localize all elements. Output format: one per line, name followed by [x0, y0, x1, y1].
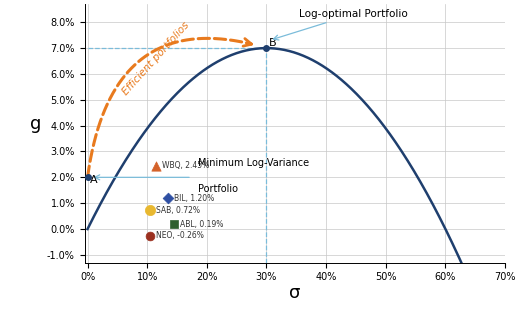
Point	[170, 222, 178, 227]
Point	[152, 163, 160, 168]
Text: B: B	[269, 38, 277, 48]
Text: NEO, -0.26%: NEO, -0.26%	[156, 231, 204, 240]
Text: Log-optimal Portfolio: Log-optimal Portfolio	[274, 9, 408, 40]
Text: WBQ, 2.45%: WBQ, 2.45%	[162, 161, 210, 170]
X-axis label: σ: σ	[289, 284, 301, 302]
Y-axis label: g: g	[30, 115, 42, 133]
Text: SAB, 0.72%: SAB, 0.72%	[156, 206, 200, 215]
Text: BIL, 1.20%: BIL, 1.20%	[174, 194, 214, 203]
Point	[164, 195, 172, 201]
Point	[146, 233, 154, 238]
Text: A: A	[90, 175, 98, 185]
Text: Portfolio: Portfolio	[198, 184, 238, 194]
Text: ABL, 0.19%: ABL, 0.19%	[180, 220, 224, 229]
Text: Minimum Log-Variance: Minimum Log-Variance	[198, 158, 309, 168]
Text: Efficient portfolios: Efficient portfolios	[120, 20, 191, 97]
Point	[146, 208, 154, 213]
